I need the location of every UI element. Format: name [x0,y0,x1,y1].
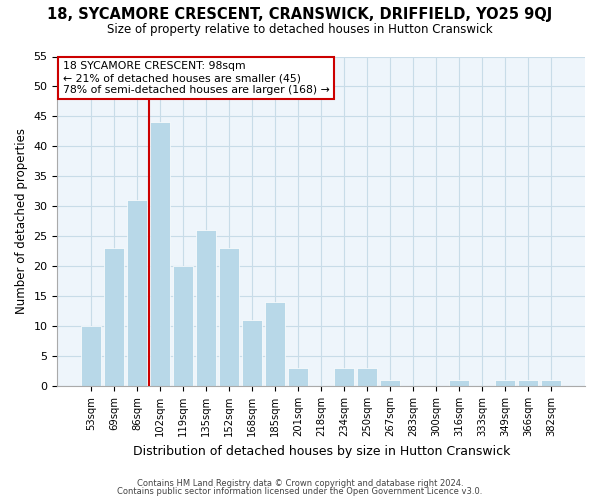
Y-axis label: Number of detached properties: Number of detached properties [15,128,28,314]
Bar [380,380,400,386]
Bar [151,122,170,386]
Bar [334,368,354,386]
Text: 18 SYCAMORE CRESCENT: 98sqm
← 21% of detached houses are smaller (45)
78% of sem: 18 SYCAMORE CRESCENT: 98sqm ← 21% of det… [62,62,329,94]
Text: Size of property relative to detached houses in Hutton Cranswick: Size of property relative to detached ho… [107,22,493,36]
Bar [127,200,147,386]
Text: Contains HM Land Registry data © Crown copyright and database right 2024.: Contains HM Land Registry data © Crown c… [137,478,463,488]
Bar [358,368,377,386]
X-axis label: Distribution of detached houses by size in Hutton Cranswick: Distribution of detached houses by size … [133,444,510,458]
Bar [242,320,262,386]
Text: Contains public sector information licensed under the Open Government Licence v3: Contains public sector information licen… [118,487,482,496]
Bar [449,380,469,386]
Bar [541,380,561,386]
Bar [265,302,285,386]
Bar [289,368,308,386]
Text: 18, SYCAMORE CRESCENT, CRANSWICK, DRIFFIELD, YO25 9QJ: 18, SYCAMORE CRESCENT, CRANSWICK, DRIFFI… [47,8,553,22]
Bar [196,230,216,386]
Bar [220,248,239,386]
Bar [496,380,515,386]
Bar [518,380,538,386]
Bar [82,326,101,386]
Bar [104,248,124,386]
Bar [173,266,193,386]
